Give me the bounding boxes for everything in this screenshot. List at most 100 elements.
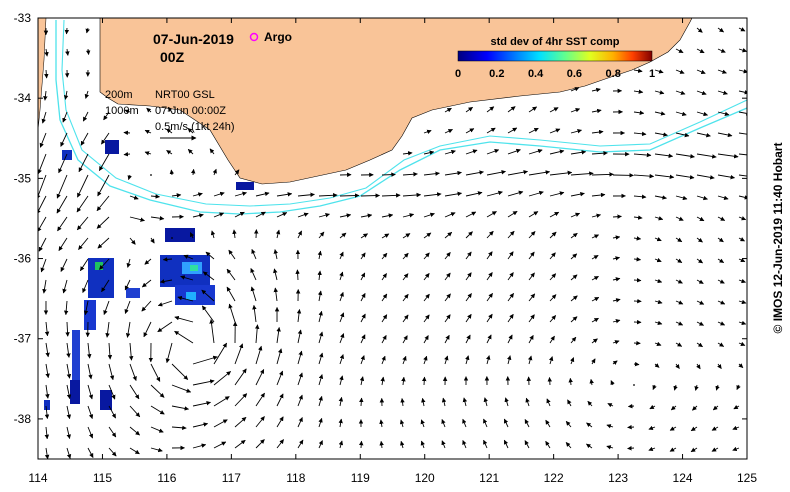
current-arrow-icon [87,363,93,380]
current-arrow-icon [297,212,309,218]
current-arrow-icon [339,193,360,198]
current-arrow-icon [570,274,578,281]
current-arrow-icon [213,441,227,449]
x-tick-label: 125 [737,471,757,485]
current-arrow-icon [549,273,557,281]
x-tick-label: 120 [415,471,435,485]
current-arrow-icon [57,216,68,232]
colorbar [457,50,653,62]
current-arrow-icon [607,403,614,408]
current-arrow-icon [129,216,145,222]
current-arrow-icon [717,69,727,74]
current-arrow-icon [717,258,725,264]
current-arrow-icon [360,233,368,239]
current-arrow-icon [381,355,386,365]
current-arrow-icon [423,314,430,323]
current-arrow-icon [545,419,551,428]
y-tick-label: -34 [14,91,32,105]
current-arrow-icon [507,251,514,260]
current-arrow-icon [675,258,683,263]
current-arrow-icon [696,111,709,117]
current-arrow-icon [591,296,600,302]
current-dot [633,384,635,386]
current-arrow-icon [273,268,278,281]
current-arrow-icon [275,229,281,239]
current-arrow-icon [654,216,664,221]
legend-200m: 200m [105,89,133,101]
current-arrow-icon [150,194,160,199]
current-arrow-icon [444,293,451,302]
current-arrow-icon [63,300,69,316]
current-arrow-icon [507,148,521,155]
current-arrow-icon [66,447,72,459]
current-arrow-icon [66,405,72,420]
current-arrow-icon [379,419,384,428]
current-arrow-icon [381,172,396,177]
x-tick-label: 121 [479,471,499,485]
current-arrow-icon [402,273,409,281]
current-arrow-icon [462,418,467,428]
current-arrow-icon [507,190,524,197]
current-arrow-icon [506,355,512,365]
current-arrow-icon [402,151,413,156]
current-arrow-icon [44,69,49,79]
current-arrow-icon [189,232,195,239]
current-arrow-icon [591,338,598,344]
current-arrow-icon [633,277,642,283]
current-arrow-icon [696,69,706,74]
x-tick-label: 115 [93,471,112,485]
land-mass-west [38,18,47,131]
current-arrow-icon [570,253,578,260]
current-arrow-icon [65,321,70,337]
current-arrow-icon [444,149,456,155]
current-arrow-icon [226,286,236,302]
current-arrow-icon [56,174,68,199]
current-arrow-icon [717,90,728,95]
current-arrow-icon [402,233,411,239]
current-arrow-icon [273,287,279,302]
current-arrow-icon [166,128,173,134]
current-arrow-icon [63,90,69,100]
current-arrow-icon [528,190,544,197]
current-arrow-icon [45,342,50,358]
current-arrow-icon [591,87,601,93]
current-arrow-icon [549,335,555,344]
current-arrow-icon [612,319,621,324]
current-arrow-icon [192,379,215,386]
current-arrow-icon [296,308,302,323]
current-arrow-icon [527,355,533,365]
current-arrow-icon [648,446,656,452]
current-arrow-icon [696,363,701,370]
plot-frame [37,17,748,460]
current-arrow-icon [317,250,322,260]
current-arrow-icon [381,233,390,239]
current-arrow-icon [652,384,657,390]
current-arrow-icon [462,397,468,407]
current-arrow-icon [254,324,260,344]
current-arrow-icon [144,151,152,156]
current-arrow-icon [738,216,747,221]
current-arrow-icon [96,195,110,212]
current-arrow-icon [654,111,666,116]
current-arrow-icon [591,129,604,135]
current-arrow-icon [610,380,615,386]
current-arrow-icon [589,378,594,386]
current-arrow-icon [339,251,344,260]
current-arrow-icon [87,405,94,419]
current-arrow-icon [633,173,655,179]
current-arrow-icon [192,355,218,365]
current-arrow-icon [402,314,409,323]
current-arrow-icon [124,109,131,114]
current-arrow-icon [381,314,388,323]
current-arrow-icon [318,231,325,239]
current-arrow-icon [192,443,207,449]
current-arrow-icon [738,132,747,135]
y-tick-label: -38 [14,412,32,426]
current-arrow-icon [507,210,518,218]
current-arrow-icon [612,277,621,282]
current-arrow-icon [38,153,47,175]
current-arrow-icon [738,257,746,263]
current-arrow-icon [339,375,344,386]
current-arrow-icon [627,445,635,451]
